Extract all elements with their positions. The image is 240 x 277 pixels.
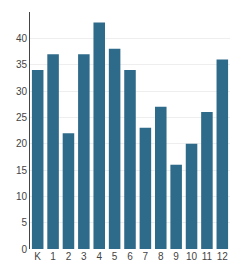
svg-text:0: 0 xyxy=(21,244,27,255)
svg-text:30: 30 xyxy=(16,86,28,97)
svg-text:4: 4 xyxy=(96,251,102,262)
svg-text:15: 15 xyxy=(16,165,28,176)
svg-text:2: 2 xyxy=(66,251,72,262)
svg-text:11: 11 xyxy=(202,251,213,262)
svg-text:10: 10 xyxy=(16,191,28,202)
svg-text:K: K xyxy=(34,251,41,262)
svg-text:5: 5 xyxy=(112,251,118,262)
svg-text:12: 12 xyxy=(217,251,229,262)
svg-text:20: 20 xyxy=(16,138,28,149)
svg-text:35: 35 xyxy=(16,59,28,70)
svg-text:9: 9 xyxy=(173,251,179,262)
svg-text:10: 10 xyxy=(186,251,198,262)
svg-text:25: 25 xyxy=(16,112,28,123)
svg-text:3: 3 xyxy=(81,251,87,262)
svg-text:6: 6 xyxy=(127,251,133,262)
svg-text:1: 1 xyxy=(50,251,56,262)
svg-text:5: 5 xyxy=(21,217,27,228)
svg-text:8: 8 xyxy=(158,251,164,262)
svg-text:7: 7 xyxy=(143,251,149,262)
svg-text:40: 40 xyxy=(16,33,28,44)
